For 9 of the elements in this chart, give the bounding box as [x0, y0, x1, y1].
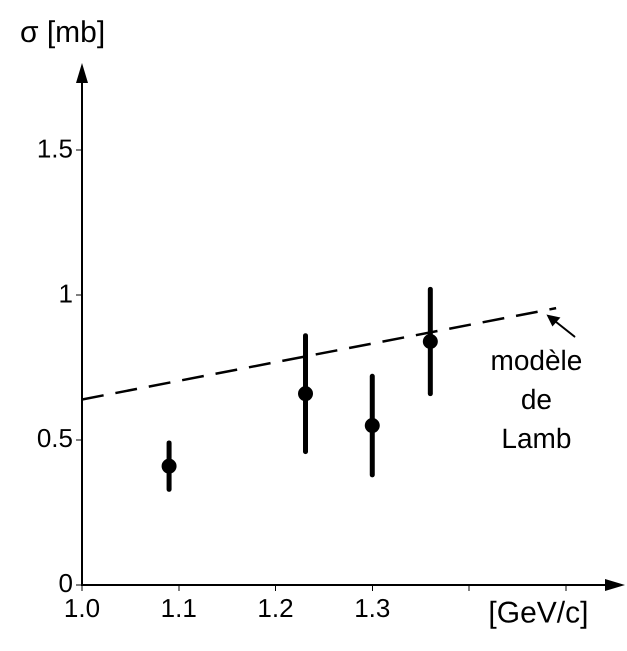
x-tick-label: 1.1 [160, 592, 197, 623]
x-tick-label: 1.2 [257, 592, 294, 623]
y-tick-label: 1 [58, 278, 73, 308]
x-tick-label: 1.3 [354, 592, 390, 623]
y-axis-title: σ [mb] [20, 16, 106, 49]
y-tick-label: 0.5 [36, 423, 73, 454]
x-axis-title: [GeV/c] [488, 596, 588, 630]
y-tick-label: 1.5 [36, 133, 73, 164]
annotation: modèle de Lamb [490, 345, 582, 454]
